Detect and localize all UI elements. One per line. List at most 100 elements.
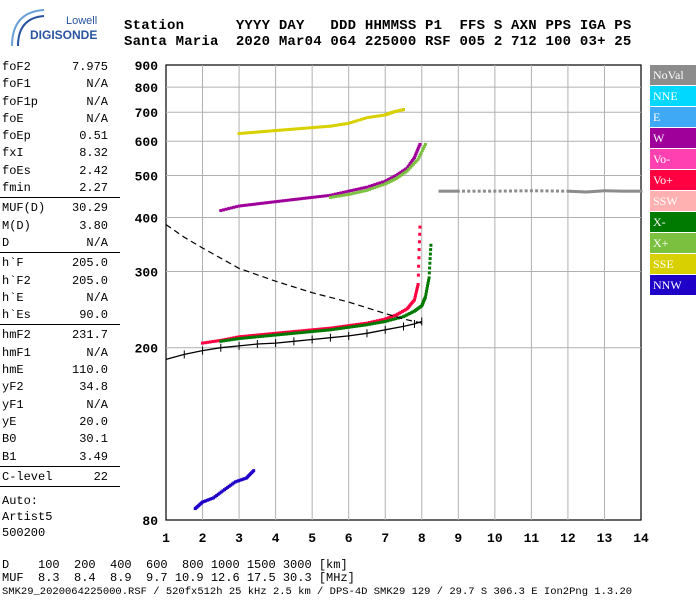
param-row: foF1 N/A — [0, 75, 120, 92]
series-point-xplus — [399, 173, 403, 177]
series-point-noval — [592, 189, 596, 193]
param-name: hmE — [2, 363, 24, 378]
param-value: 90.0 — [79, 308, 108, 323]
series-point-xplus — [410, 164, 414, 168]
series-point-xminus — [250, 335, 254, 339]
series-point-voplus — [250, 334, 254, 338]
series-point-xminus — [365, 323, 369, 327]
series-point-xminus — [289, 332, 293, 336]
series-point-voplus — [266, 332, 270, 336]
y-tick-label: 200 — [135, 342, 159, 357]
series-point-w — [373, 183, 377, 187]
param-value: 34.8 — [79, 380, 108, 395]
series-point-voplus — [216, 339, 220, 343]
series-point-xminus — [427, 276, 431, 280]
param-row: hmF1 N/A — [0, 344, 120, 361]
series-point-xminus — [268, 334, 272, 338]
series-point-xminus — [294, 331, 298, 335]
series-point-noval — [545, 189, 549, 193]
series-point-xplus — [402, 171, 406, 175]
series-point-sse — [370, 115, 374, 119]
series-point-xminus — [334, 327, 338, 331]
series-point-sse — [360, 117, 364, 121]
series-point-voplus — [347, 324, 351, 328]
series-point-xminus — [284, 332, 288, 336]
series-point-xminus — [411, 310, 415, 314]
series-point-xplus — [388, 180, 392, 184]
series-point-w — [413, 154, 417, 158]
series-point-voplus — [402, 309, 406, 313]
series-point-xminus — [428, 266, 432, 270]
legend-item-sse: SSE — [650, 254, 696, 274]
param-row: fmin 2.27 — [0, 179, 120, 196]
series-point-voplus — [279, 331, 283, 335]
series-point-sse — [365, 116, 369, 120]
param-row: B1 3.49 — [0, 448, 120, 465]
series-point-noval — [605, 189, 609, 193]
series-point-w — [279, 199, 283, 203]
series-point-xminus — [287, 332, 291, 336]
param-name: h`E — [2, 290, 24, 305]
series-point-voplus — [240, 335, 244, 339]
series-point-nnw — [205, 498, 209, 502]
series-point-w — [370, 183, 374, 187]
series-point-voplus — [323, 327, 327, 331]
series-point-voplus — [344, 324, 348, 328]
series-point-w — [261, 201, 265, 205]
series-point-w — [362, 186, 366, 190]
series-point-sse — [336, 123, 340, 127]
series-point-sse — [402, 108, 405, 112]
param-value: 20.0 — [79, 414, 108, 429]
series-point-sse — [263, 129, 267, 133]
param-value: 8.32 — [79, 146, 108, 161]
y-tick-label: 900 — [135, 59, 159, 74]
series-point-voplus — [258, 333, 262, 337]
series-point-w — [360, 186, 364, 190]
series-point-w — [237, 204, 241, 208]
series-point-voplus — [385, 316, 389, 320]
series-point-sse — [355, 119, 359, 123]
series-point-noval — [456, 189, 460, 193]
param-name: B1 — [2, 449, 17, 464]
param-value: 7.975 — [71, 60, 108, 74]
series-point-xplus — [331, 195, 335, 199]
series-point-voplus — [349, 323, 353, 327]
series-point-xminus — [297, 331, 301, 335]
series-point-voplus — [334, 325, 338, 329]
series-point-w — [357, 187, 361, 191]
series-point-xminus — [229, 338, 233, 342]
series-point-xplus — [360, 190, 364, 194]
series-point-noval — [571, 189, 575, 193]
series-point-voplus — [284, 330, 288, 334]
series-point-w — [258, 202, 262, 206]
series-point-sse — [313, 125, 317, 129]
series-point-w — [271, 200, 275, 204]
series-point-xminus — [313, 329, 317, 333]
series-point-voplus — [417, 256, 421, 260]
series-point-noval — [602, 189, 606, 193]
series-point-xminus — [344, 326, 348, 330]
series-point-sse — [397, 109, 401, 113]
series-point-noval — [503, 189, 507, 193]
series-point-w — [305, 196, 309, 200]
series-point-voplus — [214, 339, 218, 343]
param-row: hmE 110.0 — [0, 361, 120, 378]
legend-item-voplus: Vo+ — [650, 170, 696, 190]
series-point-xminus — [237, 337, 241, 341]
series-point-xminus — [258, 335, 262, 339]
series-point-voplus — [302, 329, 306, 333]
series-point-xminus — [292, 331, 296, 335]
series-point-xplus — [368, 187, 372, 191]
series-point-sse — [242, 131, 246, 135]
series-point-xminus — [429, 243, 433, 247]
series-point-w — [406, 165, 410, 169]
series-point-nnw — [232, 481, 236, 485]
series-point-sse — [328, 124, 332, 128]
series-point-noval — [631, 189, 635, 193]
series-point-sse — [341, 122, 345, 126]
series-point-noval — [540, 189, 544, 193]
station-header-labels: Station YYYY DAY DDD HHMMSS P1 FFS S AXN… — [124, 18, 632, 34]
param-value: N/A — [86, 235, 108, 250]
series-point-voplus — [393, 314, 397, 318]
series-point-noval — [613, 189, 617, 193]
